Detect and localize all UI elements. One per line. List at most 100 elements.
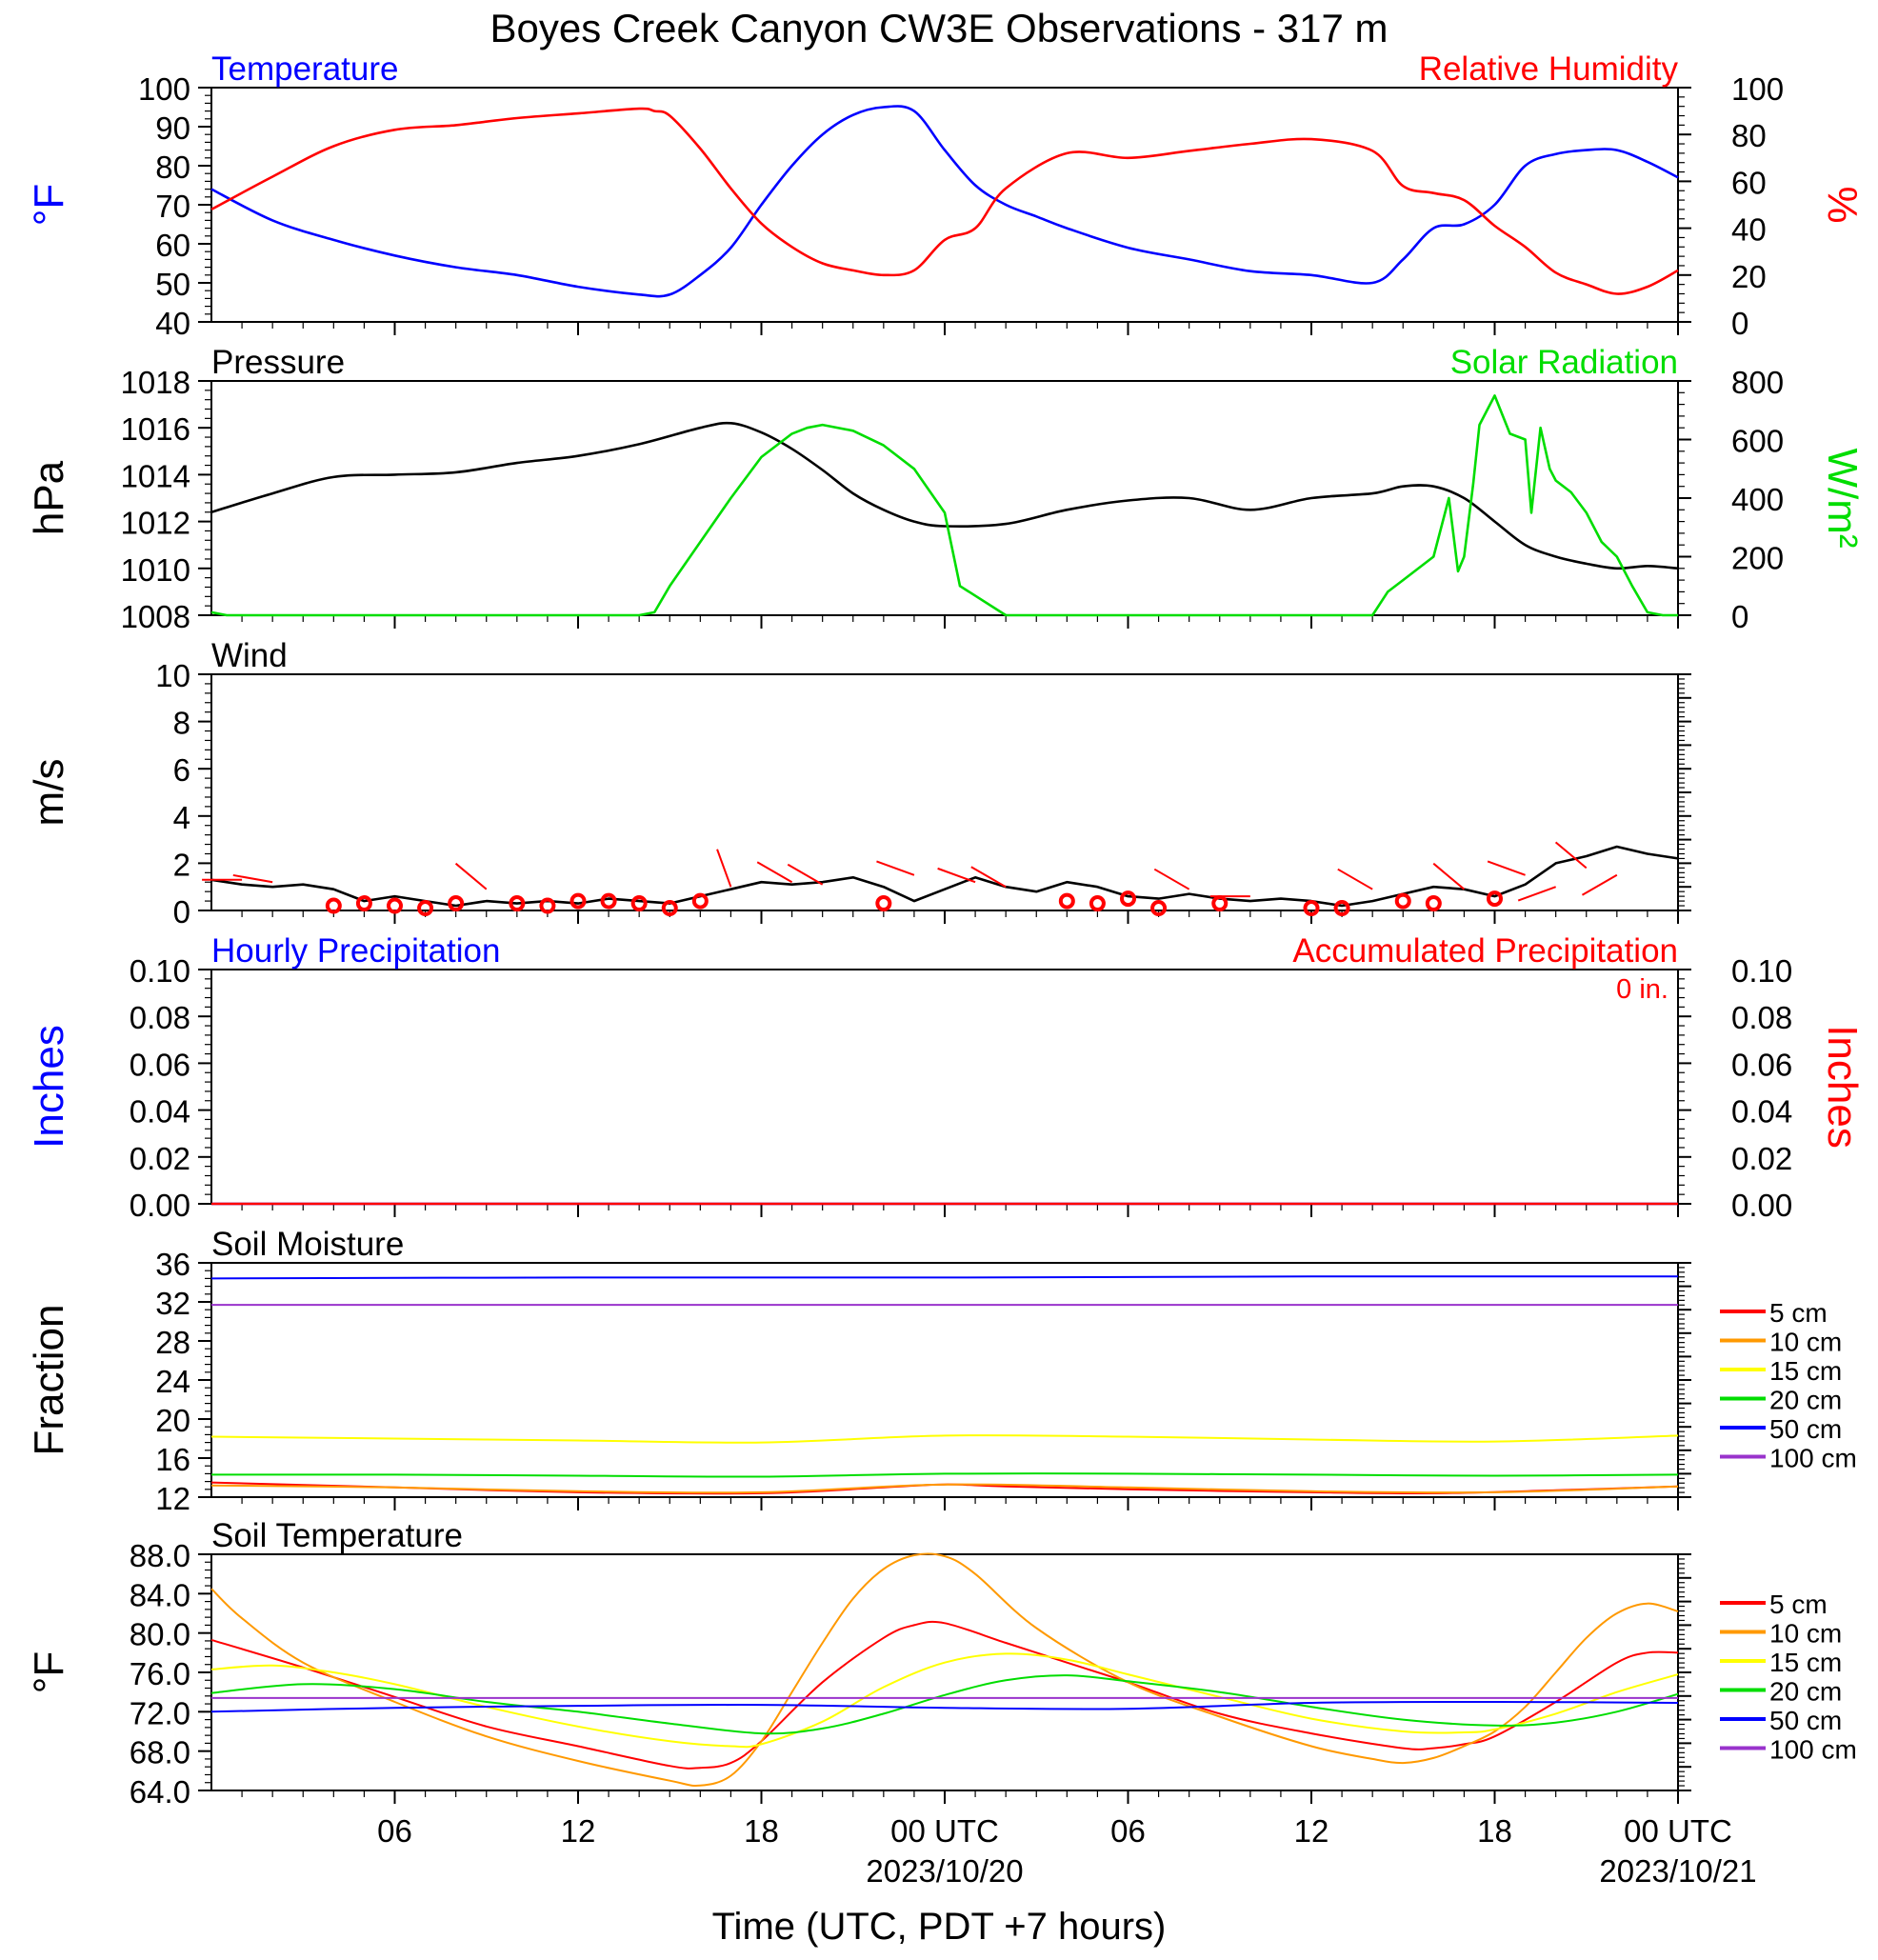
y-tick-label-right: 400	[1731, 482, 1784, 517]
y-tick-label-right: 0.02	[1731, 1141, 1792, 1176]
calm-wind-marker	[417, 900, 434, 917]
series-line-green	[210, 394, 1678, 617]
plot-frame	[210, 969, 1679, 1205]
wind-barb	[876, 860, 915, 876]
wind-barb	[756, 861, 793, 884]
series-line-50-cm	[210, 1275, 1679, 1280]
y-tick-label-left: 0.06	[130, 1047, 190, 1082]
x-tick-label: 00 UTC	[890, 1813, 999, 1849]
wind-barb	[716, 849, 732, 888]
calm-wind-marker	[1487, 890, 1503, 908]
wind-barb	[1337, 868, 1373, 890]
calm-wind-marker	[325, 897, 342, 914]
y-tick-label-left: 8	[173, 706, 190, 741]
x-tick-label: 18	[744, 1813, 779, 1849]
legend-label: 50 cm	[1769, 1414, 1842, 1444]
y-tick-label-right: 20	[1731, 259, 1767, 294]
legend-label: 10 cm	[1769, 1619, 1842, 1649]
x-tick-label: 12	[1294, 1813, 1329, 1849]
series-line-black	[210, 845, 1679, 908]
y-axis-label-right: Inches	[1819, 1025, 1866, 1149]
panel-2: 1008 1010 1012 1014 1016 1018 0 200 400 600 800 Pre…	[26, 344, 1866, 634]
y-tick-label-left: 4	[173, 800, 190, 835]
plot-frame	[210, 380, 1679, 616]
legend-label: 20 cm	[1769, 1677, 1842, 1707]
y-tick-label-left: 64.0	[130, 1774, 190, 1810]
series-line-50-cm	[210, 1700, 1679, 1713]
panel-title-left: Wind	[211, 637, 288, 674]
legend-label: 50 cm	[1769, 1706, 1842, 1735]
y-tick-label-right: 0	[1731, 599, 1748, 634]
panel-title-right: Solar Radiation	[1450, 344, 1678, 381]
panel-title-left: Temperature	[211, 50, 398, 88]
accumulated-total-label: 0 in.	[1616, 974, 1668, 1005]
y-tick-label-right: 800	[1731, 365, 1784, 400]
wind-barb	[937, 867, 976, 884]
y-tick-label-left: 100	[138, 71, 190, 107]
plot-frame	[210, 1262, 1679, 1498]
y-tick-label-right: 200	[1731, 541, 1784, 576]
panel-6: 64.0 68.0 72.0 76.0 80.0 84.0 88.0 Soil Tempera…	[26, 1517, 1857, 1810]
series-line-black	[210, 421, 1679, 570]
calm-wind-marker	[691, 892, 709, 910]
y-tick-label-right: 80	[1731, 118, 1767, 153]
panel-3: 0 2 4 6 8 10 Wind m/s	[26, 637, 1691, 930]
legend-label: 5 cm	[1769, 1590, 1828, 1619]
calm-wind-marker	[569, 892, 587, 910]
y-tick-label-right: 0.08	[1731, 1000, 1792, 1035]
calm-wind-marker	[448, 895, 465, 912]
calm-wind-marker	[1089, 895, 1106, 912]
y-tick-label-left: 0	[173, 894, 190, 930]
y-tick-label-right: 0.06	[1731, 1047, 1792, 1082]
series-line-red	[210, 107, 1679, 295]
y-axis-label-right: W/m²	[1819, 448, 1866, 548]
wind-barb	[1581, 873, 1618, 896]
series-line-15-cm	[210, 1434, 1679, 1444]
y-tick-label-left: 0.04	[130, 1094, 190, 1130]
x-tick-label: 12	[561, 1813, 596, 1849]
x-tick-label: 18	[1477, 1813, 1512, 1849]
x-date-label: 2023/10/20	[866, 1853, 1023, 1889]
wind-barb	[787, 863, 824, 886]
plot-frame	[210, 673, 1679, 911]
y-tick-label-right: 100	[1731, 71, 1784, 107]
calm-wind-marker	[1394, 892, 1411, 910]
series-line-20-cm	[210, 1472, 1679, 1478]
y-tick-label-left: 0.08	[130, 1000, 190, 1035]
legend-label: 15 cm	[1769, 1648, 1842, 1677]
y-tick-label-left: 20	[155, 1403, 190, 1438]
legend-label: 100 cm	[1769, 1735, 1857, 1765]
y-axis-label-left: m/s	[26, 759, 72, 827]
y-axis-label-left: °F	[26, 184, 72, 226]
series-line-15-cm	[210, 1652, 1679, 1749]
y-axis-label-left: Fraction	[26, 1305, 72, 1456]
panel-title-left: Soil Temperature	[211, 1517, 463, 1554]
calm-wind-marker	[387, 897, 403, 914]
x-date-label: 2023/10/21	[1599, 1853, 1756, 1889]
plot-frame	[210, 87, 1679, 323]
calm-wind-marker	[630, 895, 648, 912]
y-tick-label-left: 90	[155, 110, 190, 146]
series-line-5-cm	[210, 1620, 1679, 1770]
y-tick-label-left: 76.0	[130, 1656, 190, 1691]
y-tick-label-left: 10	[155, 658, 190, 693]
y-tick-label-left: 50	[155, 267, 190, 302]
y-tick-label-left: 1018	[121, 365, 190, 400]
y-tick-label-right: 0	[1731, 306, 1748, 341]
calm-wind-marker	[539, 897, 556, 914]
y-tick-label-left: 60	[155, 228, 190, 263]
y-axis-label-left: °F	[26, 1651, 72, 1693]
wind-barb	[232, 873, 273, 884]
panel-title-left: Pressure	[211, 344, 345, 381]
y-tick-label-right: 40	[1731, 212, 1767, 248]
figure-title: Boyes Creek Canyon CW3E Observations - 3…	[489, 6, 1388, 50]
y-tick-label-left: 12	[155, 1481, 190, 1516]
legend-label: 100 cm	[1769, 1444, 1857, 1473]
y-tick-label-right: 0.00	[1731, 1188, 1792, 1223]
y-tick-label-right: 600	[1731, 424, 1784, 459]
wind-barb	[454, 862, 488, 890]
y-tick-label-left: 40	[155, 306, 190, 341]
